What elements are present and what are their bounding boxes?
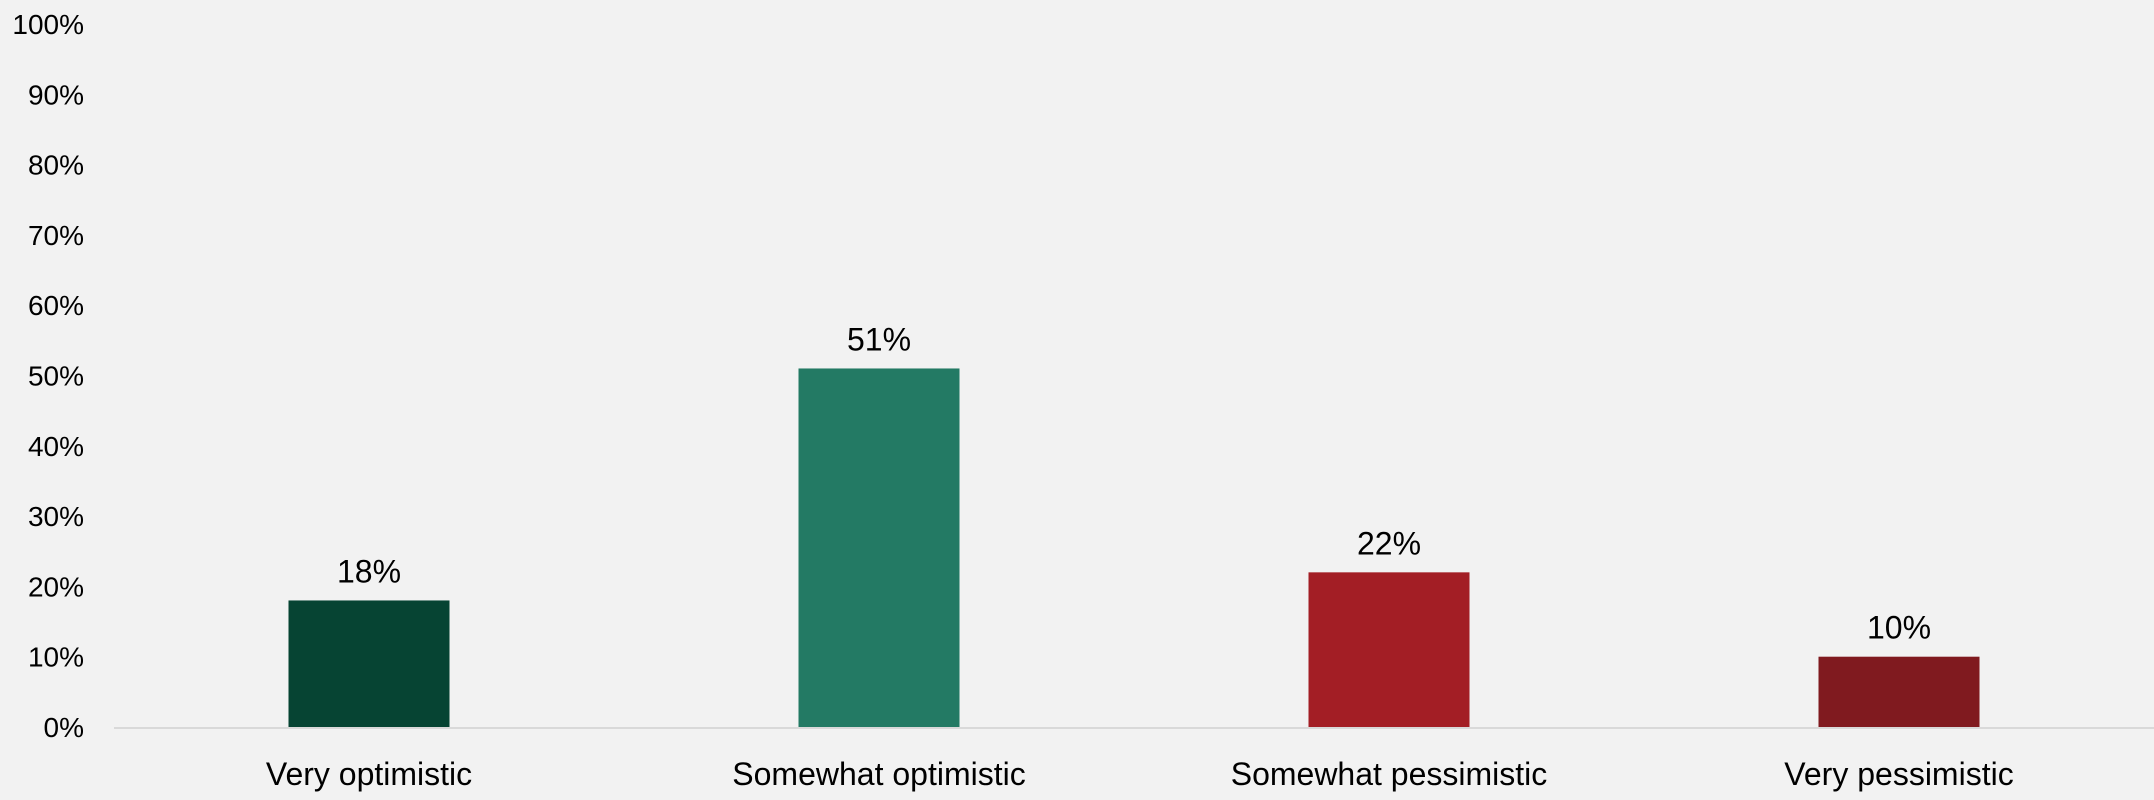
y-tick-label: 40% <box>28 431 84 462</box>
x-tick-label: Very optimistic <box>266 756 472 792</box>
y-tick-label: 100% <box>12 9 84 40</box>
data-label: 22% <box>1357 525 1421 561</box>
y-tick-label: 0% <box>44 712 84 743</box>
x-tick-label: Somewhat pessimistic <box>1231 756 1548 792</box>
y-axis: 0% 10% 20% 30% 40% 50% 60% 70% 80% 90% 100% <box>12 9 84 743</box>
y-tick-label: 20% <box>28 571 84 602</box>
y-tick-label: 50% <box>28 361 84 392</box>
data-label: 10% <box>1867 610 1931 646</box>
y-tick-label: 30% <box>28 501 84 532</box>
bar <box>1308 572 1470 727</box>
bars-group <box>288 368 1980 727</box>
x-tick-label: Very pessimistic <box>1784 756 2013 792</box>
y-tick-label: 80% <box>28 150 84 181</box>
x-axis: Very optimistic Somewhat optimistic Somewh… <box>266 756 2014 792</box>
bar <box>1818 656 1980 727</box>
data-label: 51% <box>847 321 911 357</box>
bar <box>288 600 450 727</box>
data-label: 18% <box>337 553 401 589</box>
y-tick-label: 60% <box>28 290 84 321</box>
y-tick-label: 70% <box>28 220 84 251</box>
data-labels-group: 18% 51% 22% 10% <box>337 321 1931 645</box>
x-tick-label: Somewhat optimistic <box>732 756 1025 792</box>
y-tick-label: 10% <box>28 642 84 673</box>
y-tick-label: 90% <box>28 79 84 110</box>
bar <box>798 368 960 727</box>
